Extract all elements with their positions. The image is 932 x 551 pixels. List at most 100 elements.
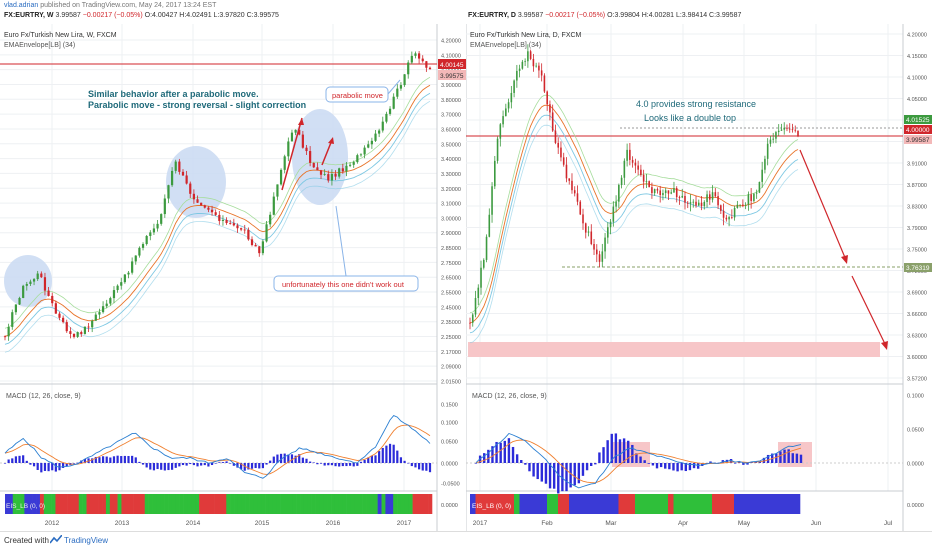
macd-y-tick-label: 0.1000: [907, 394, 924, 400]
candle-body: [65, 322, 68, 332]
candle-body: [348, 164, 352, 166]
candle-body: [123, 274, 126, 283]
candle-body: [518, 68, 521, 71]
candle-body: [40, 273, 43, 278]
target-zone: [468, 342, 880, 357]
left-price-tag-line-text: 4.00145: [440, 62, 464, 69]
eis-bar: [47, 494, 52, 514]
macd-hist-bar: [418, 463, 421, 470]
macd-hist-bar: [327, 463, 330, 466]
author-link[interactable]: vlad.adrian: [4, 2, 39, 9]
macd-hist-bar: [36, 463, 39, 470]
macd-hist-bar: [207, 463, 210, 467]
candle-body: [36, 273, 39, 280]
x-tick-label: Jun: [811, 520, 822, 527]
candle-body: [626, 149, 628, 161]
eis-bar: [164, 494, 169, 514]
candle-body: [747, 194, 750, 205]
right-daily-chart[interactable]: Euro Fx/Turkish New Lira, D, FXCM EMAEnv…: [466, 24, 932, 531]
y-tick-label: 3.50000: [441, 142, 461, 148]
eis-bar: [761, 494, 768, 514]
candle-body: [488, 214, 491, 237]
candle-body: [686, 202, 689, 204]
down-arrow-2: [851, 275, 887, 347]
macd-hist-bar: [101, 456, 105, 463]
left-weekly-chart[interactable]: Euro Fx/Turkish New Lira, W, FXCM EMAEnv…: [0, 24, 466, 531]
candle-body: [265, 224, 268, 242]
eis-bar: [756, 494, 762, 514]
eis-bar: [377, 494, 382, 514]
candle-body: [750, 194, 752, 201]
eis-bar: [712, 494, 718, 514]
macd-line: [475, 432, 802, 489]
macd-hist-bar: [112, 456, 116, 463]
eis-bar: [393, 494, 398, 514]
candle-body: [521, 61, 524, 69]
candle-body: [243, 229, 246, 231]
y-tick-label: 3.83000: [907, 205, 927, 211]
candle-body: [279, 169, 283, 185]
tradingview-brand-link[interactable]: TradingView: [64, 536, 109, 545]
macd-hist-bar: [403, 460, 406, 463]
eis-bar: [187, 494, 192, 514]
candle-body: [664, 190, 667, 194]
eis-bar: [404, 494, 410, 514]
up-arrow-2: [321, 139, 333, 166]
candle-body: [3, 336, 7, 338]
y-tick-label: 3.75000: [907, 248, 927, 254]
x-tick-label: Jul: [884, 520, 893, 527]
eis-bar: [125, 494, 130, 514]
candle-body: [609, 221, 612, 228]
candle-body: [527, 51, 529, 62]
candle-body: [469, 322, 471, 324]
candle-body: [392, 96, 395, 109]
left-symbol[interactable]: FX:EURTRY, W: [4, 12, 54, 19]
candle-body: [421, 58, 424, 62]
right-symbol[interactable]: FX:EURTRY, D: [468, 12, 516, 19]
candle-body: [72, 333, 76, 337]
eis-bar: [105, 494, 111, 514]
macd-hist-bar: [240, 463, 243, 470]
candle-body: [25, 283, 28, 286]
eis-y-tick-label: 0.0000: [441, 503, 458, 509]
macd-hist-bar: [18, 455, 21, 463]
macd-hist-bar: [746, 463, 749, 465]
eis-bar: [354, 494, 359, 514]
envelope-lower-2: [469, 124, 799, 344]
candle-body: [532, 58, 535, 67]
candle-body: [565, 164, 568, 179]
candle-body: [276, 184, 279, 197]
eis-bar: [160, 494, 165, 514]
eis-bar: [82, 494, 87, 514]
candle-body: [316, 167, 319, 171]
candle-body: [91, 320, 94, 328]
macd-hist-bar: [98, 457, 101, 463]
y-tick-label: 3.87000: [907, 183, 927, 189]
right-chart-title: Euro Fx/Turkish New Lira, D, FXCM: [470, 32, 582, 39]
callout-didnt-work-pointer: [335, 205, 347, 277]
macd-hist-bar: [3, 463, 7, 464]
candle-body: [482, 259, 485, 268]
y-tick-label: 4.10000: [907, 76, 927, 82]
eis-bar: [12, 494, 17, 514]
macd-hist-bar: [659, 463, 663, 468]
eis-bar: [334, 494, 340, 514]
y-tick-label: 3.60000: [441, 127, 461, 133]
eis-bar: [323, 494, 328, 514]
y-tick-label: 3.66000: [907, 312, 927, 318]
eis-bar: [424, 494, 429, 514]
candle-body: [697, 202, 700, 206]
eis-bar: [307, 494, 312, 514]
y-tick-label: 3.80000: [441, 98, 461, 104]
candle-body: [163, 198, 166, 215]
macd-hist-bar: [221, 462, 225, 463]
candle-body: [629, 149, 631, 160]
candle-body: [330, 173, 334, 181]
macd-hist-bar: [72, 463, 76, 464]
candle-body: [499, 124, 502, 139]
eis-bar: [98, 494, 103, 514]
macd-hist-bar: [330, 463, 334, 466]
footer: Created with TradingView: [0, 531, 932, 551]
candle-body: [612, 206, 615, 222]
candle-body: [618, 184, 620, 202]
